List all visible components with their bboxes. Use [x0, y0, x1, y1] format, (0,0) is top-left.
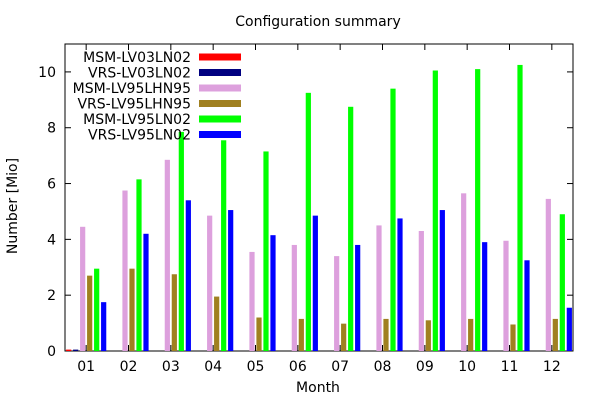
legend-label: MSM-LV95LHN95: [73, 81, 191, 97]
bar: [178, 131, 184, 351]
bar: [566, 307, 572, 351]
bar: [355, 244, 361, 351]
legend-label: VRS-LV95LN02: [88, 128, 191, 144]
y-tick-label: 10: [38, 65, 56, 81]
bar: [136, 179, 142, 351]
x-tick-label: 04: [204, 359, 222, 375]
bar: [228, 210, 234, 351]
bar: [80, 226, 86, 351]
legend-swatch: [199, 84, 241, 92]
bar: [185, 200, 191, 351]
legend-label: VRS-LV03LN02: [88, 66, 191, 82]
bar: [129, 268, 135, 351]
bar: [66, 349, 72, 351]
bar-series-group: [66, 64, 572, 352]
plot-frame: [64, 43, 574, 352]
bar: [376, 225, 382, 351]
y-tick-label: 4: [47, 232, 56, 248]
bar: [482, 242, 488, 351]
bar: [552, 318, 558, 351]
bar: [559, 214, 565, 351]
legend-swatch: [199, 100, 241, 107]
bar: [256, 317, 262, 351]
bar: [383, 318, 389, 351]
legend: MSM-LV03LN02VRS-LV03LN02MSM-LV95LHN95VRS…: [73, 50, 241, 144]
x-tick-label: 10: [458, 359, 476, 375]
bar: [510, 324, 516, 351]
series-msm-lv03ln02: [66, 349, 72, 351]
series-vrs-lv95lhn95: [87, 268, 558, 351]
bar: [94, 268, 100, 351]
y-axis-ticks: 0 2 4 6 8 10: [38, 65, 573, 360]
bar: [517, 64, 523, 351]
bar: [312, 215, 318, 351]
bar: [524, 260, 530, 351]
bar: [475, 69, 481, 352]
legend-swatch: [199, 53, 241, 61]
x-axis-ticks: 01 02 03 04 05 06 07 08 09 10 11 12: [77, 44, 561, 375]
bar: [348, 106, 354, 351]
y-tick-label: 0: [47, 344, 56, 360]
legend-swatch: [199, 131, 241, 138]
x-tick-label: 05: [247, 359, 265, 375]
bar: [249, 251, 255, 351]
series-msm-lv95ln02: [94, 64, 565, 352]
bar: [263, 151, 269, 351]
bar: [439, 210, 445, 351]
legend-swatch: [199, 115, 241, 123]
bar: [298, 318, 304, 351]
bar: [545, 198, 551, 351]
x-tick-label: 06: [289, 359, 307, 375]
series-vrs-lv03ln02: [73, 349, 79, 351]
y-tick-label: 2: [47, 288, 56, 304]
plot-border: [64, 43, 574, 352]
y-axis-label: Number [Mio]: [5, 158, 21, 254]
x-axis-label: Month: [296, 380, 340, 396]
bar: [73, 349, 79, 351]
bar: [270, 235, 276, 351]
chart-title: Configuration summary: [235, 14, 400, 30]
x-tick-label: 03: [162, 359, 180, 375]
y-tick-label: 6: [47, 177, 56, 193]
bar: [425, 320, 431, 351]
legend-swatch: [199, 69, 241, 76]
x-tick-label: 08: [374, 359, 392, 375]
x-tick-label: 12: [543, 359, 561, 375]
bar: [334, 256, 340, 351]
bar: [207, 215, 213, 351]
bar: [418, 230, 424, 351]
bar: [122, 190, 128, 351]
bar: [171, 274, 177, 351]
y-tick-label: 8: [47, 121, 56, 137]
legend-label: MSM-LV95LN02: [83, 112, 191, 128]
bar: [461, 193, 467, 351]
bar: [390, 88, 396, 352]
bar: [87, 275, 93, 351]
series-msm-lv95lhn95: [80, 159, 551, 351]
legend-label: VRS-LV95LHN95: [77, 97, 191, 113]
x-tick-label: 07: [331, 359, 349, 375]
bar: [503, 240, 509, 351]
bar: [305, 92, 311, 351]
x-tick-label: 01: [77, 359, 95, 375]
legend-label: MSM-LV03LN02: [83, 50, 191, 66]
x-tick-label: 09: [416, 359, 434, 375]
bar: [101, 302, 107, 351]
x-tick-label: 11: [501, 359, 519, 375]
bar: [143, 233, 149, 351]
bar: [468, 318, 474, 351]
x-tick-label: 02: [120, 359, 138, 375]
bar: [221, 140, 227, 351]
bar: [214, 296, 220, 351]
bar: [291, 244, 297, 351]
bar: [432, 70, 438, 351]
bar: [397, 218, 403, 351]
bar: [341, 323, 347, 351]
bar: [164, 159, 170, 351]
series-vrs-lv95ln02: [101, 200, 572, 351]
